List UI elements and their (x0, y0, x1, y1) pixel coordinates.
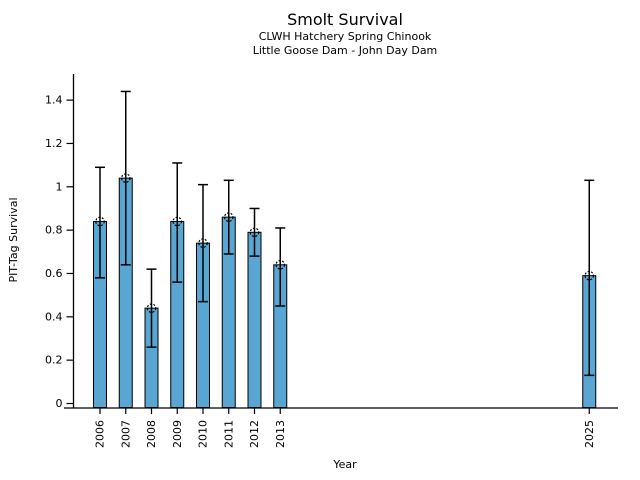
y-tick-label: 0.2 (45, 354, 63, 367)
y-tick-label: 1.2 (45, 137, 63, 150)
marker-2010 (198, 238, 208, 248)
chart-subtitle-line2: Little Goose Dam - John Day Dam (252, 44, 438, 57)
y-tick-label: 1.4 (45, 94, 63, 107)
bar-2012 (247, 231, 262, 408)
y-tick-label: 0.4 (45, 310, 63, 323)
marker-2025 (584, 270, 595, 281)
x-axis-label: Year (333, 458, 357, 471)
marker-2008 (146, 303, 157, 313)
x-tick-label-2010: 2010 (197, 420, 210, 448)
x-tick-label-2006: 2006 (94, 420, 107, 448)
chart-title: Smolt Survival (287, 10, 403, 29)
x-tick-label-2007: 2007 (119, 420, 132, 448)
marker-2011 (223, 212, 234, 222)
x-tick-label-2009: 2009 (171, 420, 184, 448)
marker-2012 (249, 227, 260, 238)
y-tick-label: 0.8 (45, 224, 63, 237)
y-tick-label: 0 (56, 397, 63, 410)
x-tick-label-2013: 2013 (274, 420, 287, 448)
y-tick-label: 1 (56, 180, 63, 193)
x-tick-label-2012: 2012 (248, 420, 261, 448)
x-tick-label-2008: 2008 (145, 420, 158, 448)
marker-2006 (95, 216, 105, 227)
x-tick-label-2011: 2011 (222, 420, 235, 448)
chart-subtitle-line1: CLWH Hatchery Spring Chinook (258, 30, 432, 43)
marker-2007 (120, 173, 131, 183)
y-tick-label: 0.6 (45, 267, 63, 280)
marker-2013 (275, 260, 286, 270)
marker-2009 (172, 216, 183, 227)
x-tick-label-2025: 2025 (583, 420, 596, 448)
